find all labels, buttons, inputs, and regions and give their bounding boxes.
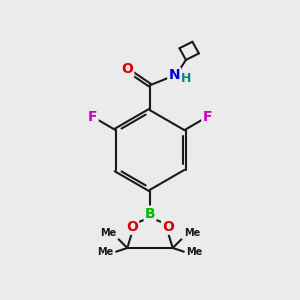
Text: B: B	[145, 207, 155, 220]
Text: F: F	[202, 110, 212, 124]
Text: N: N	[168, 68, 180, 82]
Text: Me: Me	[184, 228, 200, 238]
Text: O: O	[126, 220, 138, 234]
Text: O: O	[122, 62, 133, 76]
Text: Me: Me	[100, 228, 116, 238]
Text: F: F	[88, 110, 98, 124]
Text: Me: Me	[186, 247, 203, 257]
Text: O: O	[162, 220, 174, 234]
Text: H: H	[181, 72, 191, 85]
Text: Me: Me	[98, 247, 114, 257]
